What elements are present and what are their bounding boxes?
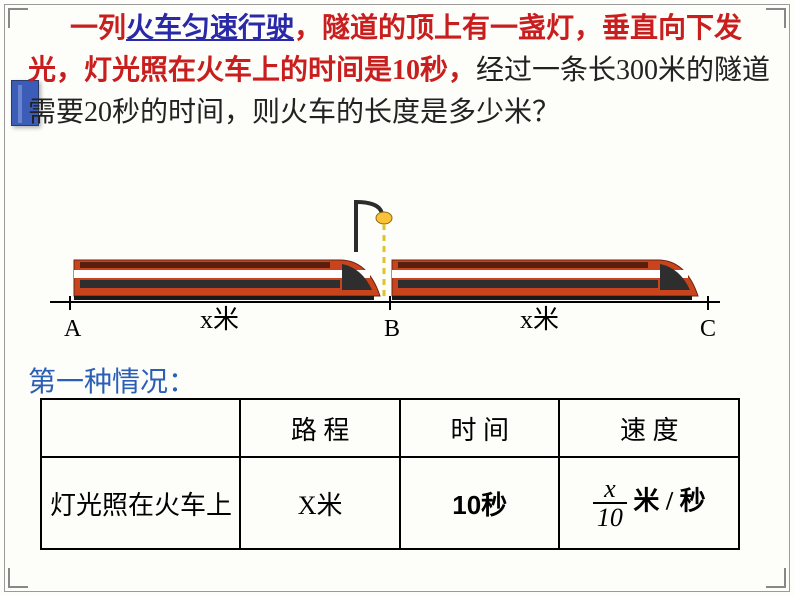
label-c: C xyxy=(700,316,716,342)
row-speed: x 10 米 / 秒 xyxy=(559,457,739,549)
row-distance: X米 xyxy=(240,457,400,549)
th-speed: 速 度 xyxy=(559,399,739,457)
underlined-text: 火车匀速行驶 xyxy=(126,13,294,44)
row-label: 灯光照在火车上 xyxy=(41,457,240,549)
th-blank xyxy=(41,399,240,457)
label-b: B xyxy=(384,316,400,342)
svg-text:vat: vat xyxy=(300,269,313,279)
problem-text: 一列火车匀速行驶，隧道的顶上有一盏灯，垂直向下发光，灯光照在火车上的时间是10秒… xyxy=(28,8,774,134)
label-a: A xyxy=(64,316,82,342)
corner-br xyxy=(766,568,786,588)
prefix-text: 一列 xyxy=(70,13,126,44)
corner-bl xyxy=(8,568,28,588)
svg-text:vat: vat xyxy=(618,269,631,279)
case-label: 第一种情况： xyxy=(28,360,196,400)
comma: ， xyxy=(294,13,322,44)
th-distance: 路 程 xyxy=(240,399,400,457)
th-time: 时 间 xyxy=(400,399,560,457)
train-diagram: vat vat A x米 B x米 C xyxy=(40,198,740,348)
row-time: 10秒 xyxy=(400,457,560,549)
data-table: 路 程 时 间 速 度 灯光照在火车上 X米 10秒 x 10 米 / 秒 xyxy=(40,398,740,550)
seg-left: x米 xyxy=(200,305,239,334)
corner-tl xyxy=(8,8,28,28)
seg-right: x米 xyxy=(520,305,559,334)
